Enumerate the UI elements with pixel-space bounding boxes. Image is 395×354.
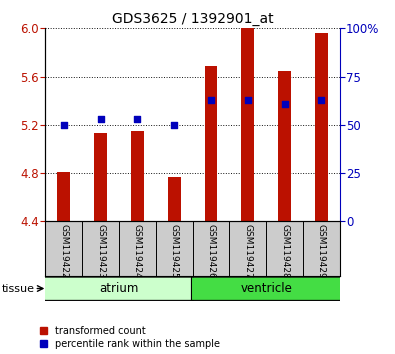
- Text: atrium: atrium: [99, 282, 139, 295]
- Point: [134, 116, 141, 122]
- Text: tissue: tissue: [2, 284, 35, 294]
- FancyBboxPatch shape: [192, 277, 341, 301]
- Title: GDS3625 / 1392901_at: GDS3625 / 1392901_at: [112, 12, 273, 26]
- Text: ventricle: ventricle: [240, 282, 292, 295]
- Point: [245, 97, 251, 103]
- Bar: [278, 70, 291, 221]
- Text: GSM119423: GSM119423: [96, 224, 105, 279]
- Point: [281, 101, 288, 107]
- Point: [171, 122, 177, 128]
- Text: GSM119425: GSM119425: [170, 224, 179, 279]
- Point: [98, 116, 104, 122]
- Text: GSM119426: GSM119426: [207, 224, 215, 279]
- Bar: [94, 133, 107, 221]
- Bar: [168, 177, 181, 221]
- Bar: [241, 28, 254, 221]
- Text: GSM119422: GSM119422: [59, 224, 68, 279]
- Point: [61, 122, 67, 128]
- Bar: [315, 33, 328, 221]
- Point: [208, 97, 214, 103]
- Text: GSM119429: GSM119429: [317, 224, 326, 279]
- FancyBboxPatch shape: [44, 277, 194, 301]
- Text: GSM119428: GSM119428: [280, 224, 289, 279]
- Legend: transformed count, percentile rank within the sample: transformed count, percentile rank withi…: [40, 326, 220, 349]
- Point: [318, 97, 324, 103]
- Bar: [57, 172, 70, 221]
- Text: GSM119427: GSM119427: [243, 224, 252, 279]
- Bar: [131, 131, 144, 221]
- Bar: [205, 66, 217, 221]
- Text: GSM119424: GSM119424: [133, 224, 142, 279]
